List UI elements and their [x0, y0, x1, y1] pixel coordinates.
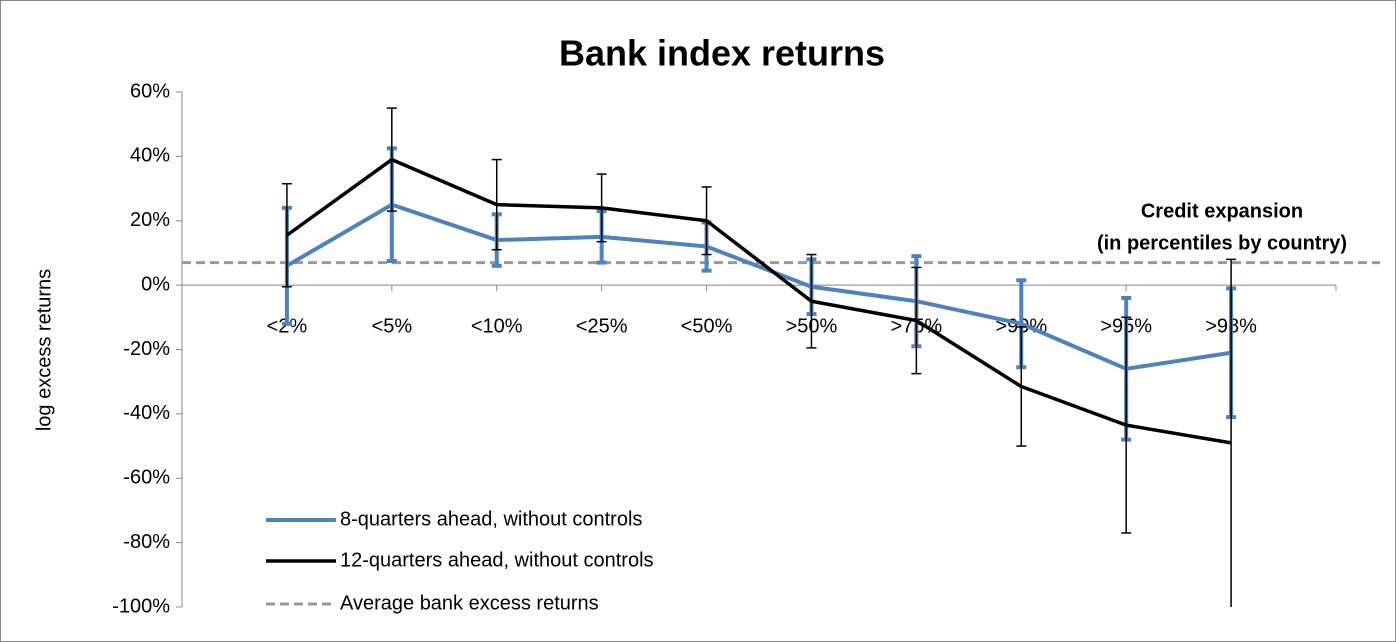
y-tick-label: -20% — [123, 338, 170, 360]
y-tick-label: -60% — [123, 467, 170, 489]
x-tick-label: <2% — [267, 315, 308, 337]
y-tick-label: -80% — [123, 531, 170, 553]
x-tick-label: <25% — [576, 315, 628, 337]
annotation: Credit expansion — [1141, 200, 1303, 222]
series-line — [285, 157, 1232, 445]
y-tick-label: 40% — [130, 145, 170, 167]
y-tick-label: -100% — [112, 595, 170, 617]
series-line — [285, 202, 1232, 371]
y-tick-label: -40% — [123, 402, 170, 424]
legend-label: 12-quarters ahead, without controls — [340, 549, 654, 571]
legend-label: Average bank excess returns — [340, 592, 599, 614]
x-tick-label: <10% — [471, 315, 523, 337]
chart-title: Bank index returns — [559, 33, 885, 74]
y-tick-label: 0% — [141, 273, 170, 295]
annotation: (in percentiles by country) — [1097, 232, 1347, 254]
x-tick-label: <50% — [681, 315, 733, 337]
legend-label: 8-quarters ahead, without controls — [340, 508, 642, 530]
y-tick-label: 20% — [130, 209, 170, 231]
plot-area — [281, 107, 1237, 607]
y-tick-label: 60% — [130, 80, 170, 102]
y-axis-label: log excess returns — [33, 269, 55, 431]
x-tick-label: <5% — [372, 315, 413, 337]
